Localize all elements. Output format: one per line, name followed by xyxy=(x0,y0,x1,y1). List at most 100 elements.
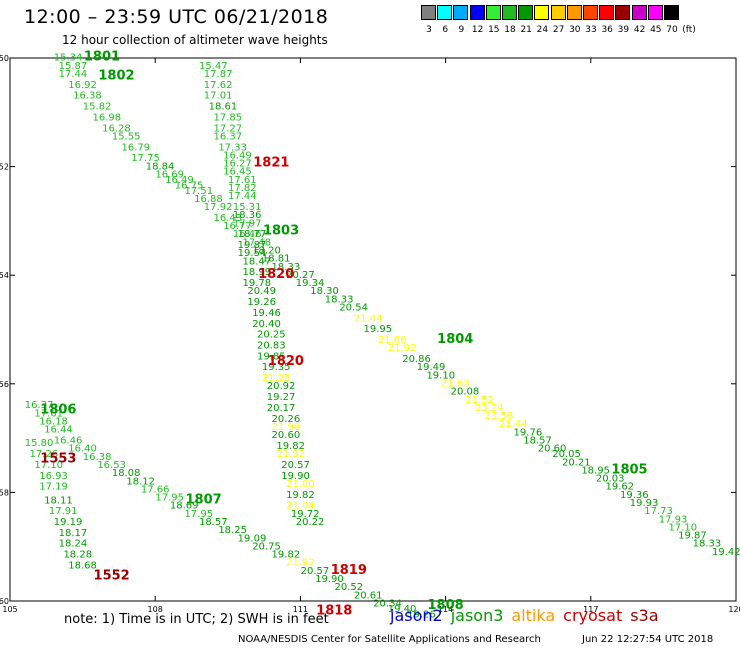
swh-value: 20.60 xyxy=(538,444,567,455)
swh-value: 18.28 xyxy=(63,550,92,561)
swh-value: 20.57 xyxy=(281,460,310,471)
swh-value: 17.61 xyxy=(228,175,257,186)
swh-value: 17.75 xyxy=(131,153,160,164)
swh-value: 19.72 xyxy=(291,509,320,520)
swh-value: 20.34 xyxy=(373,598,402,609)
x-tick-label: 117 xyxy=(583,605,598,614)
swh-value: 18.25 xyxy=(218,525,247,536)
swh-value: 16.98 xyxy=(92,112,121,123)
x-tick-label: 105 xyxy=(2,605,17,614)
swh-value: 18.84 xyxy=(146,161,175,172)
page-title: 12:00 – 23:59 UTC 06/21/2018 xyxy=(24,6,329,28)
swh-value: 18.99 xyxy=(243,267,272,278)
swh-value: 17.10 xyxy=(668,522,697,533)
swh-value: 21.63 xyxy=(441,379,470,390)
pass-label: 1552 xyxy=(94,568,130,583)
swh-value: 17.61 xyxy=(34,408,63,419)
scale-label: 21 xyxy=(520,25,532,35)
subtitle: 12 hour collection of altimeter wave hei… xyxy=(62,33,328,47)
pass-label: 1821 xyxy=(253,156,289,171)
scale-label: 36 xyxy=(601,25,613,35)
swh-value: 17.92 xyxy=(204,202,233,213)
pass-label: 1806 xyxy=(40,403,76,418)
y-tick-label: -56 xyxy=(0,380,9,389)
swh-value: 17.93 xyxy=(659,514,688,525)
swh-value: 16.88 xyxy=(194,194,223,205)
swh-value: 17.01 xyxy=(204,91,233,102)
swh-value: 16.27 xyxy=(223,159,252,170)
swh-value: 18.57 xyxy=(199,517,228,528)
y-tick-label: -54 xyxy=(0,271,9,280)
swh-value: 19.46 xyxy=(252,308,281,319)
scale-swatch xyxy=(453,5,469,20)
swh-value: 17.95 xyxy=(155,493,184,504)
swh-value: 19.87 xyxy=(238,240,267,251)
scale-label: 12 xyxy=(471,25,484,35)
swh-value: 20.21 xyxy=(562,457,591,468)
swh-value: 19.87 xyxy=(678,531,707,542)
swh-value: 20.57 xyxy=(301,566,330,577)
swh-value: 21.52 xyxy=(465,395,494,406)
swh-value: 15.55 xyxy=(112,131,141,142)
swh-value: 19.82 xyxy=(276,441,305,452)
swh-value: 16.37 xyxy=(25,400,54,411)
swh-value: 21.98 xyxy=(272,422,301,433)
y-tick-label: -58 xyxy=(0,488,9,497)
swh-value: 17.85 xyxy=(213,112,242,123)
swh-value: 17.44 xyxy=(59,69,88,80)
swh-value: 16.49 xyxy=(165,175,194,186)
scale-label: 39 xyxy=(617,25,630,35)
scale-swatch xyxy=(534,5,550,20)
swh-value: 19.90 xyxy=(281,471,310,482)
legend-cryosat: cryosat xyxy=(563,606,623,625)
swh-value: 21.92 xyxy=(388,343,417,354)
note-text: note: 1) Time is in UTC; 2) SWH is in fe… xyxy=(64,612,329,627)
swh-value: 18.69 xyxy=(170,501,199,512)
swh-value: 15.87 xyxy=(59,61,88,72)
swh-value: 19.19 xyxy=(54,517,83,528)
x-tick-label: 120 xyxy=(728,605,740,614)
swh-value: 16.49 xyxy=(223,150,252,161)
swh-value: 16.79 xyxy=(122,142,151,153)
swh-value: 19.76 xyxy=(514,427,543,438)
scale-swatch xyxy=(647,5,663,20)
swh-value: 21.25 xyxy=(262,373,291,384)
scale-label: 30 xyxy=(569,25,581,35)
pass-label: 1803 xyxy=(263,223,299,238)
swh-value: 18.30 xyxy=(310,286,339,297)
swh-value: 16.53 xyxy=(97,460,126,471)
swh-value: 20.27 xyxy=(286,270,315,281)
swh-value: 19.85 xyxy=(257,351,286,362)
swh-value: 16.18 xyxy=(39,417,68,428)
swh-value: 18.68 xyxy=(68,560,97,571)
swh-value: 16.43 xyxy=(213,213,242,224)
swh-value: 20.05 xyxy=(552,449,581,460)
x-tick-label: 108 xyxy=(148,605,163,614)
swh-value: 18.77 xyxy=(238,229,267,240)
swh-value: 18.95 xyxy=(581,465,610,476)
scale-swatch xyxy=(550,5,566,20)
swh-value: 20.26 xyxy=(272,414,301,425)
scale-label: 3 xyxy=(426,25,432,35)
swh-value: 21.66 xyxy=(378,335,407,346)
swh-value: 19.40 xyxy=(388,604,417,615)
swh-value: 20.25 xyxy=(257,330,286,341)
swh-value: 16.77 xyxy=(223,221,252,232)
pass-label: 1807 xyxy=(186,492,222,507)
pass-label: 1808 xyxy=(428,598,464,613)
x-tick-label: 114 xyxy=(438,605,453,614)
scale-swatch xyxy=(566,5,582,20)
swh-value: 18.33 xyxy=(693,539,722,550)
swh-value: 18.33 xyxy=(325,294,354,305)
swh-value: 16.44 xyxy=(44,425,73,436)
swh-value: 15.31 xyxy=(233,202,262,213)
swh-value: 20.83 xyxy=(257,341,286,352)
scale-swatch xyxy=(583,5,598,20)
pass-label: 1820 xyxy=(268,354,304,369)
scale-label: 18 xyxy=(504,25,516,35)
swh-value: 18.33 xyxy=(272,262,301,273)
swh-value: 16.37 xyxy=(213,131,242,142)
swh-value: 20.40 xyxy=(252,319,281,330)
swh-value: 17.82 xyxy=(228,183,257,194)
swh-value: 20.03 xyxy=(596,474,625,485)
